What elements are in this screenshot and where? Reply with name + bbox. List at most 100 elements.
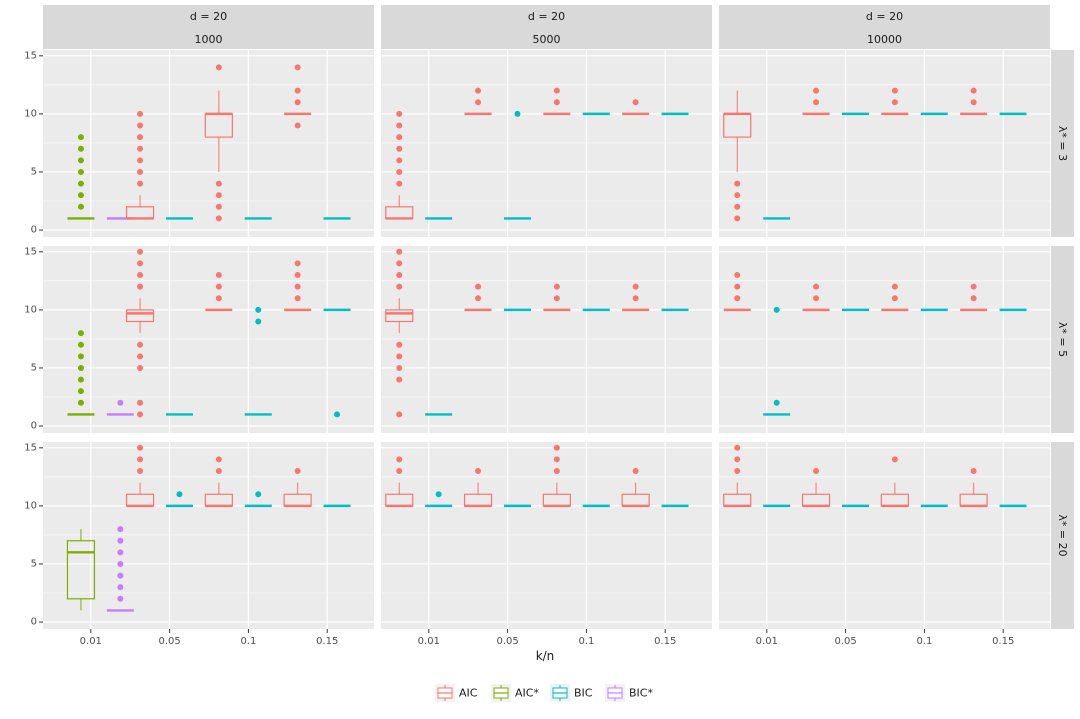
outlier-point <box>734 468 741 475</box>
outlier-point <box>77 341 84 348</box>
outlier-point <box>117 399 124 406</box>
outlier-point <box>734 203 741 210</box>
outlier-point <box>117 526 124 533</box>
outlier-point <box>137 248 144 255</box>
outlier-point <box>553 456 560 463</box>
panel-background <box>43 246 374 433</box>
outlier-point <box>396 456 403 463</box>
outlier-point <box>215 283 222 290</box>
outlier-point <box>734 215 741 222</box>
box-bic-star <box>106 399 134 416</box>
outlier-point <box>77 203 84 210</box>
outlier-point <box>813 295 820 302</box>
x-tick-label: 0.15 <box>316 636 338 647</box>
outlier-point <box>396 145 403 152</box>
outlier-point <box>255 491 262 498</box>
x-tick-label: 0.15 <box>654 636 676 647</box>
x-tick-label: 0.1 <box>578 636 594 647</box>
box-aic <box>621 468 650 508</box>
outlier-point <box>396 168 403 175</box>
panel-background <box>719 442 1050 629</box>
outlier-point <box>553 87 560 94</box>
facet-panel <box>719 246 1050 433</box>
outlier-point <box>891 283 898 290</box>
outlier-point <box>294 64 301 71</box>
column-strip-label-top: d = 20 <box>866 10 903 23</box>
box-bic <box>165 491 193 508</box>
facet-panel <box>719 50 1050 237</box>
outlier-point <box>734 444 741 451</box>
facet-panel <box>381 246 712 433</box>
outlier-point <box>137 110 144 117</box>
outlier-point <box>294 272 301 279</box>
outlier-point <box>475 283 482 290</box>
box-aic <box>464 87 492 116</box>
outlier-point <box>553 295 560 302</box>
panel-background <box>381 246 712 433</box>
box-bic <box>323 308 351 418</box>
y-tick-label: 10 <box>24 108 37 119</box>
y-tick-label: 15 <box>24 50 37 61</box>
box-body <box>66 540 96 600</box>
outlier-point <box>117 595 124 602</box>
facet-panel <box>381 50 712 237</box>
outlier-point <box>970 87 977 94</box>
box-bic <box>425 491 453 508</box>
outlier-point <box>255 318 262 325</box>
outlier-point <box>137 353 144 360</box>
x-axis-title: k/n <box>536 649 555 663</box>
outlier-point <box>396 353 403 360</box>
box-aic <box>284 64 312 129</box>
outlier-point <box>396 376 403 383</box>
panel-background <box>719 246 1050 433</box>
box-aic <box>385 110 414 220</box>
outlier-point <box>294 87 301 94</box>
outlier-point <box>632 99 639 106</box>
box-aic <box>125 248 155 418</box>
outlier-point <box>215 215 222 222</box>
outlier-point <box>294 468 301 475</box>
outlier-point <box>137 134 144 141</box>
outlier-point <box>396 341 403 348</box>
outlier-point <box>396 260 403 267</box>
outlier-point <box>475 87 482 94</box>
panel-background <box>719 50 1050 237</box>
box-aic <box>881 283 909 312</box>
outlier-point <box>137 272 144 279</box>
outlier-point <box>137 468 144 475</box>
box-aic <box>543 87 571 116</box>
outlier-point <box>891 87 898 94</box>
box-aic <box>881 87 909 116</box>
outlier-point <box>773 306 780 313</box>
outlier-point <box>294 295 301 302</box>
x-tick-label: 0.15 <box>992 636 1014 647</box>
facet-panel <box>719 442 1050 629</box>
x-tick-label: 0.01 <box>418 636 440 647</box>
outlier-point <box>632 295 639 302</box>
outlier-point <box>632 468 639 475</box>
outlier-point <box>137 168 144 175</box>
y-tick-label: 15 <box>24 442 37 453</box>
outlier-point <box>137 364 144 371</box>
box-aic <box>801 468 831 508</box>
box-aic-star <box>67 330 95 416</box>
y-tick-label: 5 <box>31 166 37 177</box>
box-aic <box>723 90 752 222</box>
outlier-point <box>734 283 741 290</box>
box-body <box>385 309 414 323</box>
outlier-point <box>970 99 977 106</box>
box-bic-star <box>106 526 134 612</box>
outlier-point <box>553 283 560 290</box>
box-aic-star <box>66 529 96 611</box>
x-tick-label: 0.05 <box>496 636 518 647</box>
outlier-point <box>77 353 84 360</box>
panel-background <box>381 442 712 629</box>
outlier-point <box>891 295 898 302</box>
outlier-point <box>632 283 639 290</box>
legend-label: BIC* <box>629 687 653 700</box>
outlier-point <box>137 411 144 418</box>
outlier-point <box>77 168 84 175</box>
x-tick-label: 0.05 <box>158 636 180 647</box>
panel-background <box>43 442 374 629</box>
facet-panel <box>43 50 374 237</box>
